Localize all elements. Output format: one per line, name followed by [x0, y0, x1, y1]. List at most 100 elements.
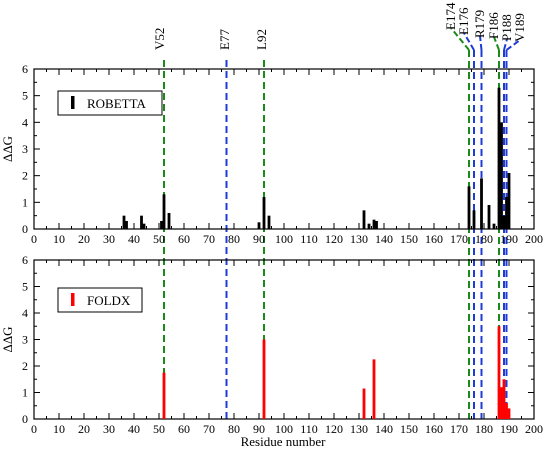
x-tick-label: 70 [203, 422, 215, 436]
bar [142, 223, 146, 229]
x-tick-label: 50 [153, 232, 165, 246]
x-tick-label: 30 [103, 232, 115, 246]
bar [497, 87, 501, 230]
top-panel-robetta: 0 10 20 30 40 50 60 70 80 90 100 110 120 130 140 150 160… [0, 62, 543, 246]
marker-lines [163, 27, 521, 419]
y-tick-label: 6 [22, 62, 28, 76]
y-tick-label: 6 [22, 253, 28, 267]
bar [162, 372, 166, 419]
x-tick-label: 50 [153, 422, 165, 436]
x-tick-label: 170 [450, 232, 468, 246]
bar [362, 388, 366, 419]
x-tick-label: 0 [31, 232, 37, 246]
x-tick-label: 130 [350, 232, 368, 246]
y-axis-label: ΔΔG [0, 136, 15, 162]
legend: FOLDX [57, 287, 143, 313]
bar [262, 339, 266, 419]
x-tick-label: 70 [203, 232, 215, 246]
bar [480, 178, 483, 229]
y-axis-label: ΔΔG [0, 326, 15, 352]
marker-connector [493, 36, 500, 51]
y-tick-label: 4 [22, 306, 28, 320]
y-tick-label: 3 [22, 333, 28, 347]
bar [262, 197, 266, 229]
x-tick-label: 190 [500, 422, 518, 436]
x-tick-label: 30 [103, 422, 115, 436]
y-tick-label: 2 [22, 359, 28, 373]
marker-connector [479, 35, 483, 51]
bar [472, 210, 476, 229]
x-tick-label: 40 [128, 232, 140, 246]
marker-label: V52 [152, 28, 167, 50]
marker-label: E176 [456, 7, 471, 35]
x-tick-label: 150 [400, 232, 418, 246]
y-tick-label: 1 [22, 195, 28, 209]
legend-swatch [71, 293, 75, 306]
x-tick-label: 140 [375, 422, 393, 436]
x-tick-label: 120 [325, 232, 343, 246]
bar [257, 222, 261, 229]
bar [122, 215, 126, 229]
marker-label: E174 [443, 2, 458, 30]
marker-connector [503, 38, 508, 51]
bar [140, 215, 143, 229]
x-tick-label: 180 [475, 422, 493, 436]
x-tick-label: 80 [228, 422, 240, 436]
x-tick-label: 150 [400, 422, 418, 436]
y-tick-label: 2 [22, 169, 28, 183]
bar [467, 186, 471, 229]
bar [487, 205, 491, 229]
bar [167, 213, 171, 229]
x-tick-label: 90 [253, 232, 265, 246]
y-tick-label: 0 [22, 412, 28, 426]
x-tick-label: 200 [525, 232, 543, 246]
marker-label: V189 [512, 13, 527, 42]
marker-label: P188 [499, 14, 514, 41]
x-tick-label: 10 [53, 422, 65, 436]
x-tick-label: 120 [325, 422, 343, 436]
bar [375, 221, 378, 229]
x-tick-label: 110 [300, 232, 318, 246]
bar [502, 215, 506, 229]
x-tick-label: 100 [275, 422, 293, 436]
bar [372, 359, 376, 419]
legend-swatch [71, 96, 75, 109]
x-tick-label: 190 [500, 232, 518, 246]
bar [502, 379, 506, 419]
x-tick-label: 200 [525, 422, 543, 436]
bar [125, 221, 128, 229]
bar [492, 223, 496, 229]
x-tick-label: 20 [78, 232, 90, 246]
x-tick-label: 60 [178, 232, 190, 246]
bar [505, 197, 508, 229]
legend-label: ROBETTA [87, 96, 147, 111]
bar [372, 219, 376, 229]
legend-box [57, 90, 163, 116]
bar [367, 223, 371, 229]
legend-label: FOLDX [87, 293, 131, 308]
marker-label: E77 [217, 29, 232, 50]
bar [160, 221, 163, 229]
y-tick-label: 5 [22, 280, 28, 294]
x-axis-label: Residue number [241, 434, 327, 449]
x-tick-label: 80 [228, 232, 240, 246]
marker-label: R179 [472, 10, 487, 38]
x-tick-label: 20 [78, 422, 90, 436]
bar [500, 122, 503, 229]
bar [497, 326, 501, 419]
x-tick-label: 10 [53, 232, 65, 246]
x-tick-label: 160 [425, 422, 443, 436]
x-tick-label: 110 [300, 422, 318, 436]
marker-label: F186 [486, 12, 501, 39]
x-tick-label: 180 [475, 232, 493, 246]
legend: ROBETTA [57, 90, 163, 116]
marker-connector [450, 27, 470, 51]
y-tick-label: 4 [22, 115, 28, 129]
y-tick-label: 3 [22, 142, 28, 156]
bar [267, 215, 271, 229]
bar [500, 387, 503, 419]
y-tick-label: 5 [22, 89, 28, 103]
bar [505, 403, 508, 419]
